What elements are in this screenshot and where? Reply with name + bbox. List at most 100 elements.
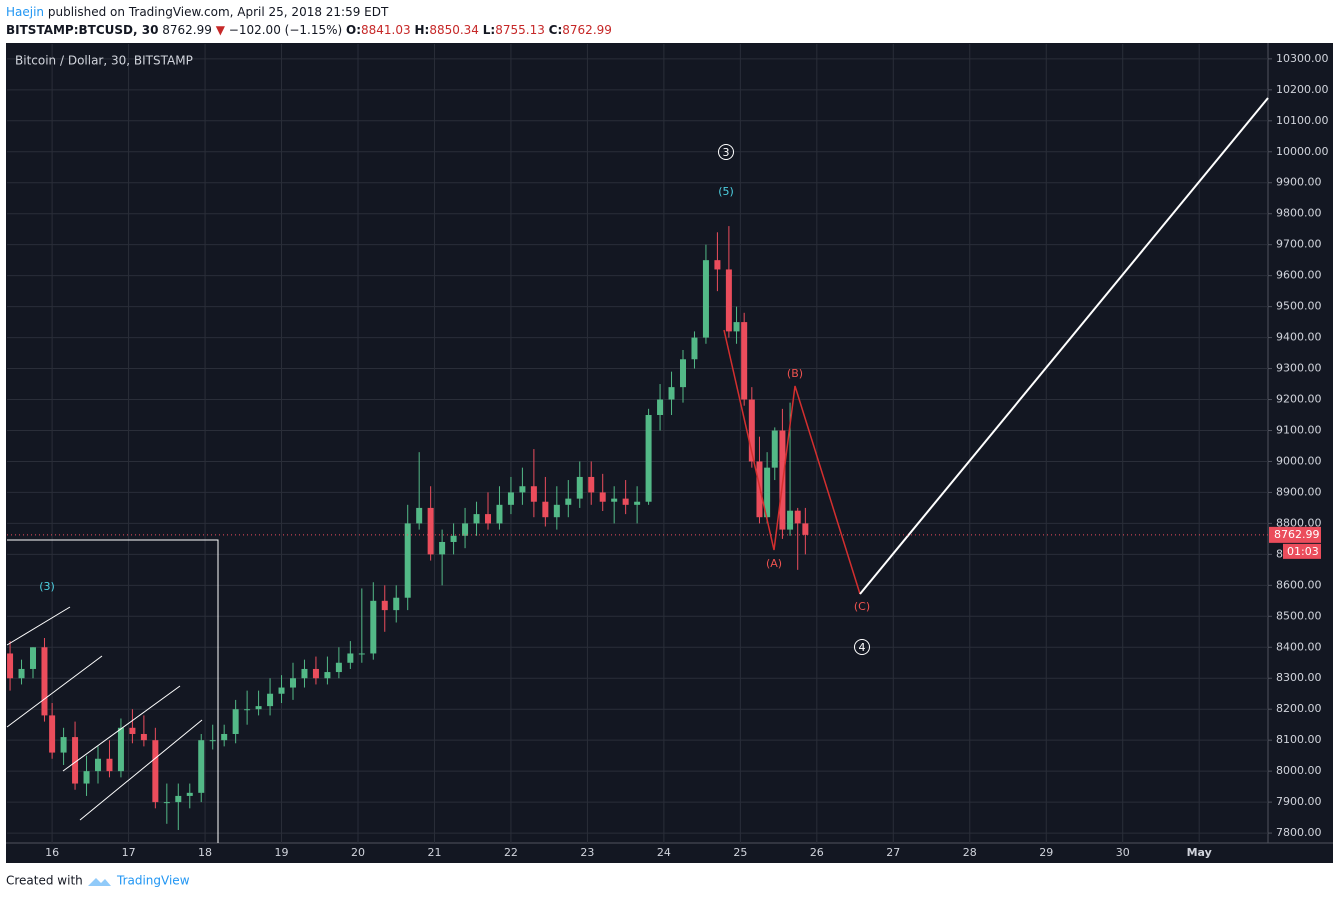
candle-body <box>347 653 354 663</box>
candle-body <box>714 260 721 270</box>
candle-body <box>244 709 251 711</box>
candle-body <box>49 715 56 753</box>
candle-body <box>634 501 641 505</box>
x-tick-label: 28 <box>963 846 977 859</box>
last-price-box <box>1269 526 1321 543</box>
h-label: H: <box>414 23 429 37</box>
candle-body <box>152 740 159 803</box>
candle-body <box>106 758 113 772</box>
wave-label: (3) <box>39 580 55 593</box>
countdown-box <box>1283 543 1321 559</box>
y-tick-label: 10100.00 <box>1276 114 1329 127</box>
wave-label: 3 <box>723 146 730 159</box>
published: published on TradingView.com, April 25, … <box>48 5 389 19</box>
wave-circle <box>854 639 870 655</box>
grid <box>7 44 1268 843</box>
candle-body <box>381 600 388 611</box>
candle-body <box>209 740 216 742</box>
candle-body <box>416 507 423 524</box>
x-tick-label: 26 <box>810 846 824 859</box>
candle-body <box>18 668 25 679</box>
high: 8850.34 <box>429 23 479 37</box>
drawings <box>6 97 1269 843</box>
author[interactable]: Haejin <box>6 5 44 19</box>
low: 8755.13 <box>495 23 545 37</box>
x-tick-label: May <box>1187 846 1212 859</box>
candle-body <box>404 523 411 598</box>
rectangle-drawing <box>7 539 219 843</box>
change: −102.00 (−1.15%) <box>229 23 342 37</box>
wave-label: (C) <box>854 600 870 613</box>
candle-body <box>485 514 491 524</box>
candle-body <box>117 727 124 772</box>
y-tick-label: 9900.00 <box>1276 176 1322 189</box>
logo <box>88 878 111 886</box>
y-tick-label: 9100.00 <box>1276 423 1322 436</box>
x-tick-label: 21 <box>427 846 441 859</box>
candle-body <box>702 260 709 338</box>
y-tick-label: 7900.00 <box>1276 795 1322 808</box>
x-tick-label: 27 <box>886 846 900 859</box>
y-tick-label: 7800.00 <box>1276 826 1322 839</box>
y-tick-label: 8900.00 <box>1276 485 1322 498</box>
candle-body <box>691 337 698 360</box>
wave-label: (5) <box>718 185 734 198</box>
footer-brand[interactable]: TradingView <box>116 874 190 888</box>
candle-body <box>427 507 434 555</box>
candle-body <box>221 733 228 741</box>
y-tick-label: 9200.00 <box>1276 393 1322 406</box>
candle-body <box>267 693 274 707</box>
candle-body <box>576 476 583 499</box>
candle-body <box>519 486 526 493</box>
last: 8762.99 <box>162 23 212 37</box>
candle-body <box>324 672 331 679</box>
candle-body <box>439 541 446 555</box>
symbol: BITSTAMP:BTCUSD, 30 <box>6 23 158 37</box>
candle-body <box>725 269 732 332</box>
wave-label: 4 <box>859 641 866 654</box>
candle-body <box>599 492 606 502</box>
y-tick-label: 9300.00 <box>1276 362 1322 375</box>
wave-label: (A) <box>766 557 782 570</box>
candle-body <box>41 647 48 716</box>
arrow: ▼ <box>216 23 226 37</box>
candle-body <box>496 504 503 524</box>
x-tick-label: 30 <box>1116 846 1130 859</box>
candle-body <box>733 322 740 332</box>
candle-body <box>611 498 618 502</box>
candle-body <box>588 476 595 493</box>
wave-circle <box>718 144 734 160</box>
y-tick-label: 8800.00 <box>1276 516 1322 529</box>
candle-body <box>802 523 809 535</box>
candle-body <box>72 737 79 784</box>
candle-body <box>278 687 285 694</box>
candle-body <box>232 709 239 734</box>
y-tick-label: 8600.00 <box>1276 578 1322 591</box>
candle-body <box>370 600 377 654</box>
candle-body <box>741 322 748 400</box>
x-tick-label: 25 <box>733 846 747 859</box>
x-tick-label: 16 <box>45 846 59 859</box>
y-tick-label: 8000.00 <box>1276 764 1322 777</box>
candle-body <box>507 492 514 505</box>
candle-body <box>198 740 205 793</box>
y-tick-label: 9000.00 <box>1276 454 1322 467</box>
y-tick-label: 10000.00 <box>1276 145 1329 158</box>
x-tick-label: 18 <box>198 846 212 859</box>
candle-body <box>129 727 136 734</box>
y-tick-label: 9400.00 <box>1276 331 1322 344</box>
symbol-line: BITSTAMP:BTCUSD, 30 8762.99 ▼ −102.00 (−… <box>6 23 612 37</box>
candle-body <box>140 733 147 741</box>
candle-body <box>622 498 629 505</box>
candle-body <box>553 504 560 518</box>
candle-body <box>473 514 480 524</box>
candle-body <box>530 486 537 502</box>
y-tick-label: 10200.00 <box>1276 83 1329 96</box>
wave-label: (B) <box>787 367 803 380</box>
chart-title: Bitcoin / Dollar, 30, BITSTAMP <box>15 54 193 68</box>
last-price-label: 8762.99 <box>1274 528 1320 541</box>
x-tick-label: 23 <box>580 846 594 859</box>
x-tick-label: 29 <box>1039 846 1053 859</box>
y-tick-label: 9700.00 <box>1276 238 1322 251</box>
candle-body <box>60 737 67 753</box>
